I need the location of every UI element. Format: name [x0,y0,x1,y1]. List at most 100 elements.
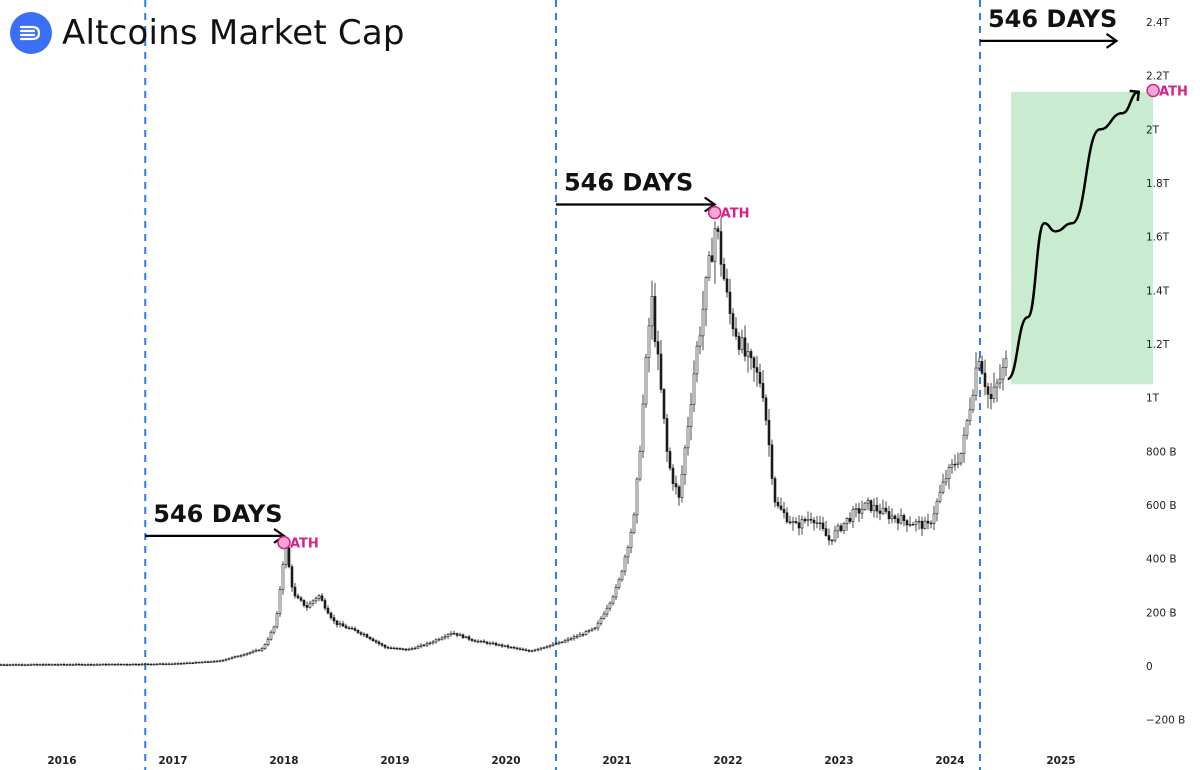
candle-body [947,466,951,480]
days-label: 546 DAYS [564,169,693,197]
candle-body [806,518,810,522]
candle-body [893,515,897,520]
candle-body [182,662,186,665]
candle-body [731,313,735,330]
candle-body [539,647,543,650]
projection-zone [1011,91,1154,385]
y-tick-label: 1.4T [1146,285,1170,297]
candle-body [44,664,48,666]
candle-body [437,638,441,641]
candle-body [86,664,90,666]
candle-body [992,386,996,400]
candle-body [212,660,216,663]
candle-body [431,641,435,644]
candle-body [164,663,168,666]
candle-body [932,513,936,524]
candle-body [278,589,282,614]
candle-body [5,664,9,666]
candle-body [425,642,429,646]
candle-body [563,640,567,643]
candle-body [368,636,372,640]
candle-body [944,478,948,483]
candle-body [92,664,96,666]
candle-body [269,631,273,640]
candle-body [527,650,531,652]
chart-header: Altcoins Market Cap [10,12,405,54]
y-tick-label: 2T [1146,124,1160,136]
candle-body [971,394,975,411]
candle-body [911,524,915,526]
candle-body [137,664,141,666]
candle-body [983,372,987,387]
candle-body [995,382,999,388]
candle-body [338,623,342,626]
candle-body [725,278,729,293]
candle-body [413,647,417,650]
candle-body [680,474,684,498]
candle-body [0,664,3,666]
candle-body [848,518,852,522]
candle-body [860,509,864,514]
candle-body [122,664,126,666]
candle-body [95,664,99,666]
candle-body [209,661,213,663]
candle-body [194,661,198,664]
candle-body [218,660,222,662]
candle-body [584,631,588,635]
x-tick-label: 2023 [824,755,853,767]
candle-body [533,649,537,652]
candle-body [773,478,777,503]
candle-body [950,463,954,468]
candle-body [146,663,150,666]
candle-body [608,602,612,609]
candle-body [68,664,72,666]
candle-body [395,648,399,650]
candle-body [290,566,294,588]
candle-body [785,512,789,523]
candle-body [80,664,84,666]
candle-body [308,603,312,608]
candle-body [398,648,402,650]
candle-body [503,645,507,647]
candle-body [23,664,27,666]
days-arrowhead [1105,32,1119,49]
x-tick-label: 2017 [158,755,187,767]
candle-body [401,648,405,650]
candle-body [1004,358,1008,368]
candle-body [536,648,540,651]
candle-body [512,646,516,649]
candle-body [410,648,414,650]
candle-body [287,547,291,568]
candle-body [668,451,672,469]
candle-body [866,500,870,504]
y-tick-label: −200 B [1146,715,1185,727]
candle-body [470,638,474,641]
candle-body [578,634,582,637]
candle-body [365,634,369,638]
candle-body [890,515,894,520]
candle-body [356,630,360,633]
candle-body [26,664,30,666]
candle-body [923,520,927,529]
x-tick-label: 2021 [602,755,631,767]
candle-body [83,664,87,666]
candle-body [869,500,873,512]
candle-body [53,664,57,666]
candle-body [143,663,147,666]
candle-body [653,296,657,342]
candle-body [662,389,666,419]
candle-body [548,645,552,648]
candle-body [713,228,717,262]
candle-body [203,661,207,663]
candle-body [197,661,201,664]
candle-body [761,383,765,399]
candle-body [422,644,426,647]
y-tick-label: 200 B [1146,607,1177,619]
candle-body [824,528,828,536]
candle-body [767,419,771,446]
candle-body [170,663,174,666]
candle-body [746,351,750,357]
candle-body [29,664,33,666]
candle-body [344,625,348,629]
